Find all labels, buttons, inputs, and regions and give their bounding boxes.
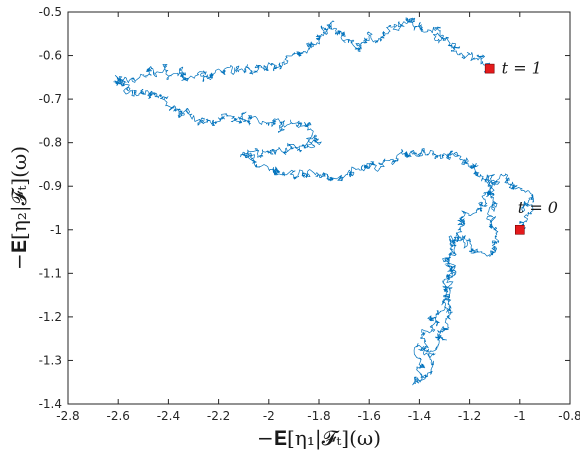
end-marker [484, 63, 495, 74]
start-marker [514, 224, 525, 235]
y-tick-label: -1 [50, 223, 62, 237]
y-tick-label: -1.4 [39, 397, 62, 411]
x-tick-label: -1.4 [408, 409, 431, 423]
x-tick-label: -1.2 [458, 409, 481, 423]
end-label: t = 1 [502, 59, 542, 78]
y-axis: -0.5 -0.6 -0.7 -0.8 -0.9 -1 -1.1 -1.2 -1.3 -1.4 [39, 5, 570, 411]
x-tick-label: -2.4 [157, 409, 180, 423]
y-tick-label: -0.8 [39, 136, 62, 150]
trajectory-line [113, 17, 535, 386]
y-tick-label: -0.6 [39, 49, 62, 63]
y-tick-label: -1.3 [39, 353, 62, 367]
markers-group: t = 0 t = 1 [484, 59, 558, 235]
trajectory-series [113, 17, 535, 386]
x-tick-label: -2.8 [56, 409, 79, 423]
x-tick-label: -1.8 [307, 409, 330, 423]
plot-frame [67, 11, 571, 405]
y-tick-label: -0.9 [39, 179, 62, 193]
y-tick-label: -0.5 [39, 5, 62, 19]
y-axis-label: −𝐄[η₂|𝓕ₜ](ω) [7, 146, 32, 270]
x-axis-label: −𝐄[η₁|𝓕ₜ](ω) [257, 426, 381, 451]
y-tick-label: -0.7 [39, 92, 62, 106]
x-tick-label: -2 [263, 409, 275, 423]
x-axis: -2.8 -2.6 -2.4 -2.2 -2 -1.8 -1.6 -1.4 -1.2 -1 -0.8 [56, 12, 580, 423]
x-tick-label: -1 [514, 409, 526, 423]
y-tick-label: -1.2 [39, 310, 62, 324]
x-tick-label: -1.6 [357, 409, 380, 423]
x-tick-label: -0.8 [558, 409, 580, 423]
start-label: t = 0 [518, 198, 558, 217]
x-tick-label: -2.6 [106, 409, 129, 423]
y-tick-label: -1.1 [39, 266, 62, 280]
x-tick-label: -2.2 [207, 409, 230, 423]
